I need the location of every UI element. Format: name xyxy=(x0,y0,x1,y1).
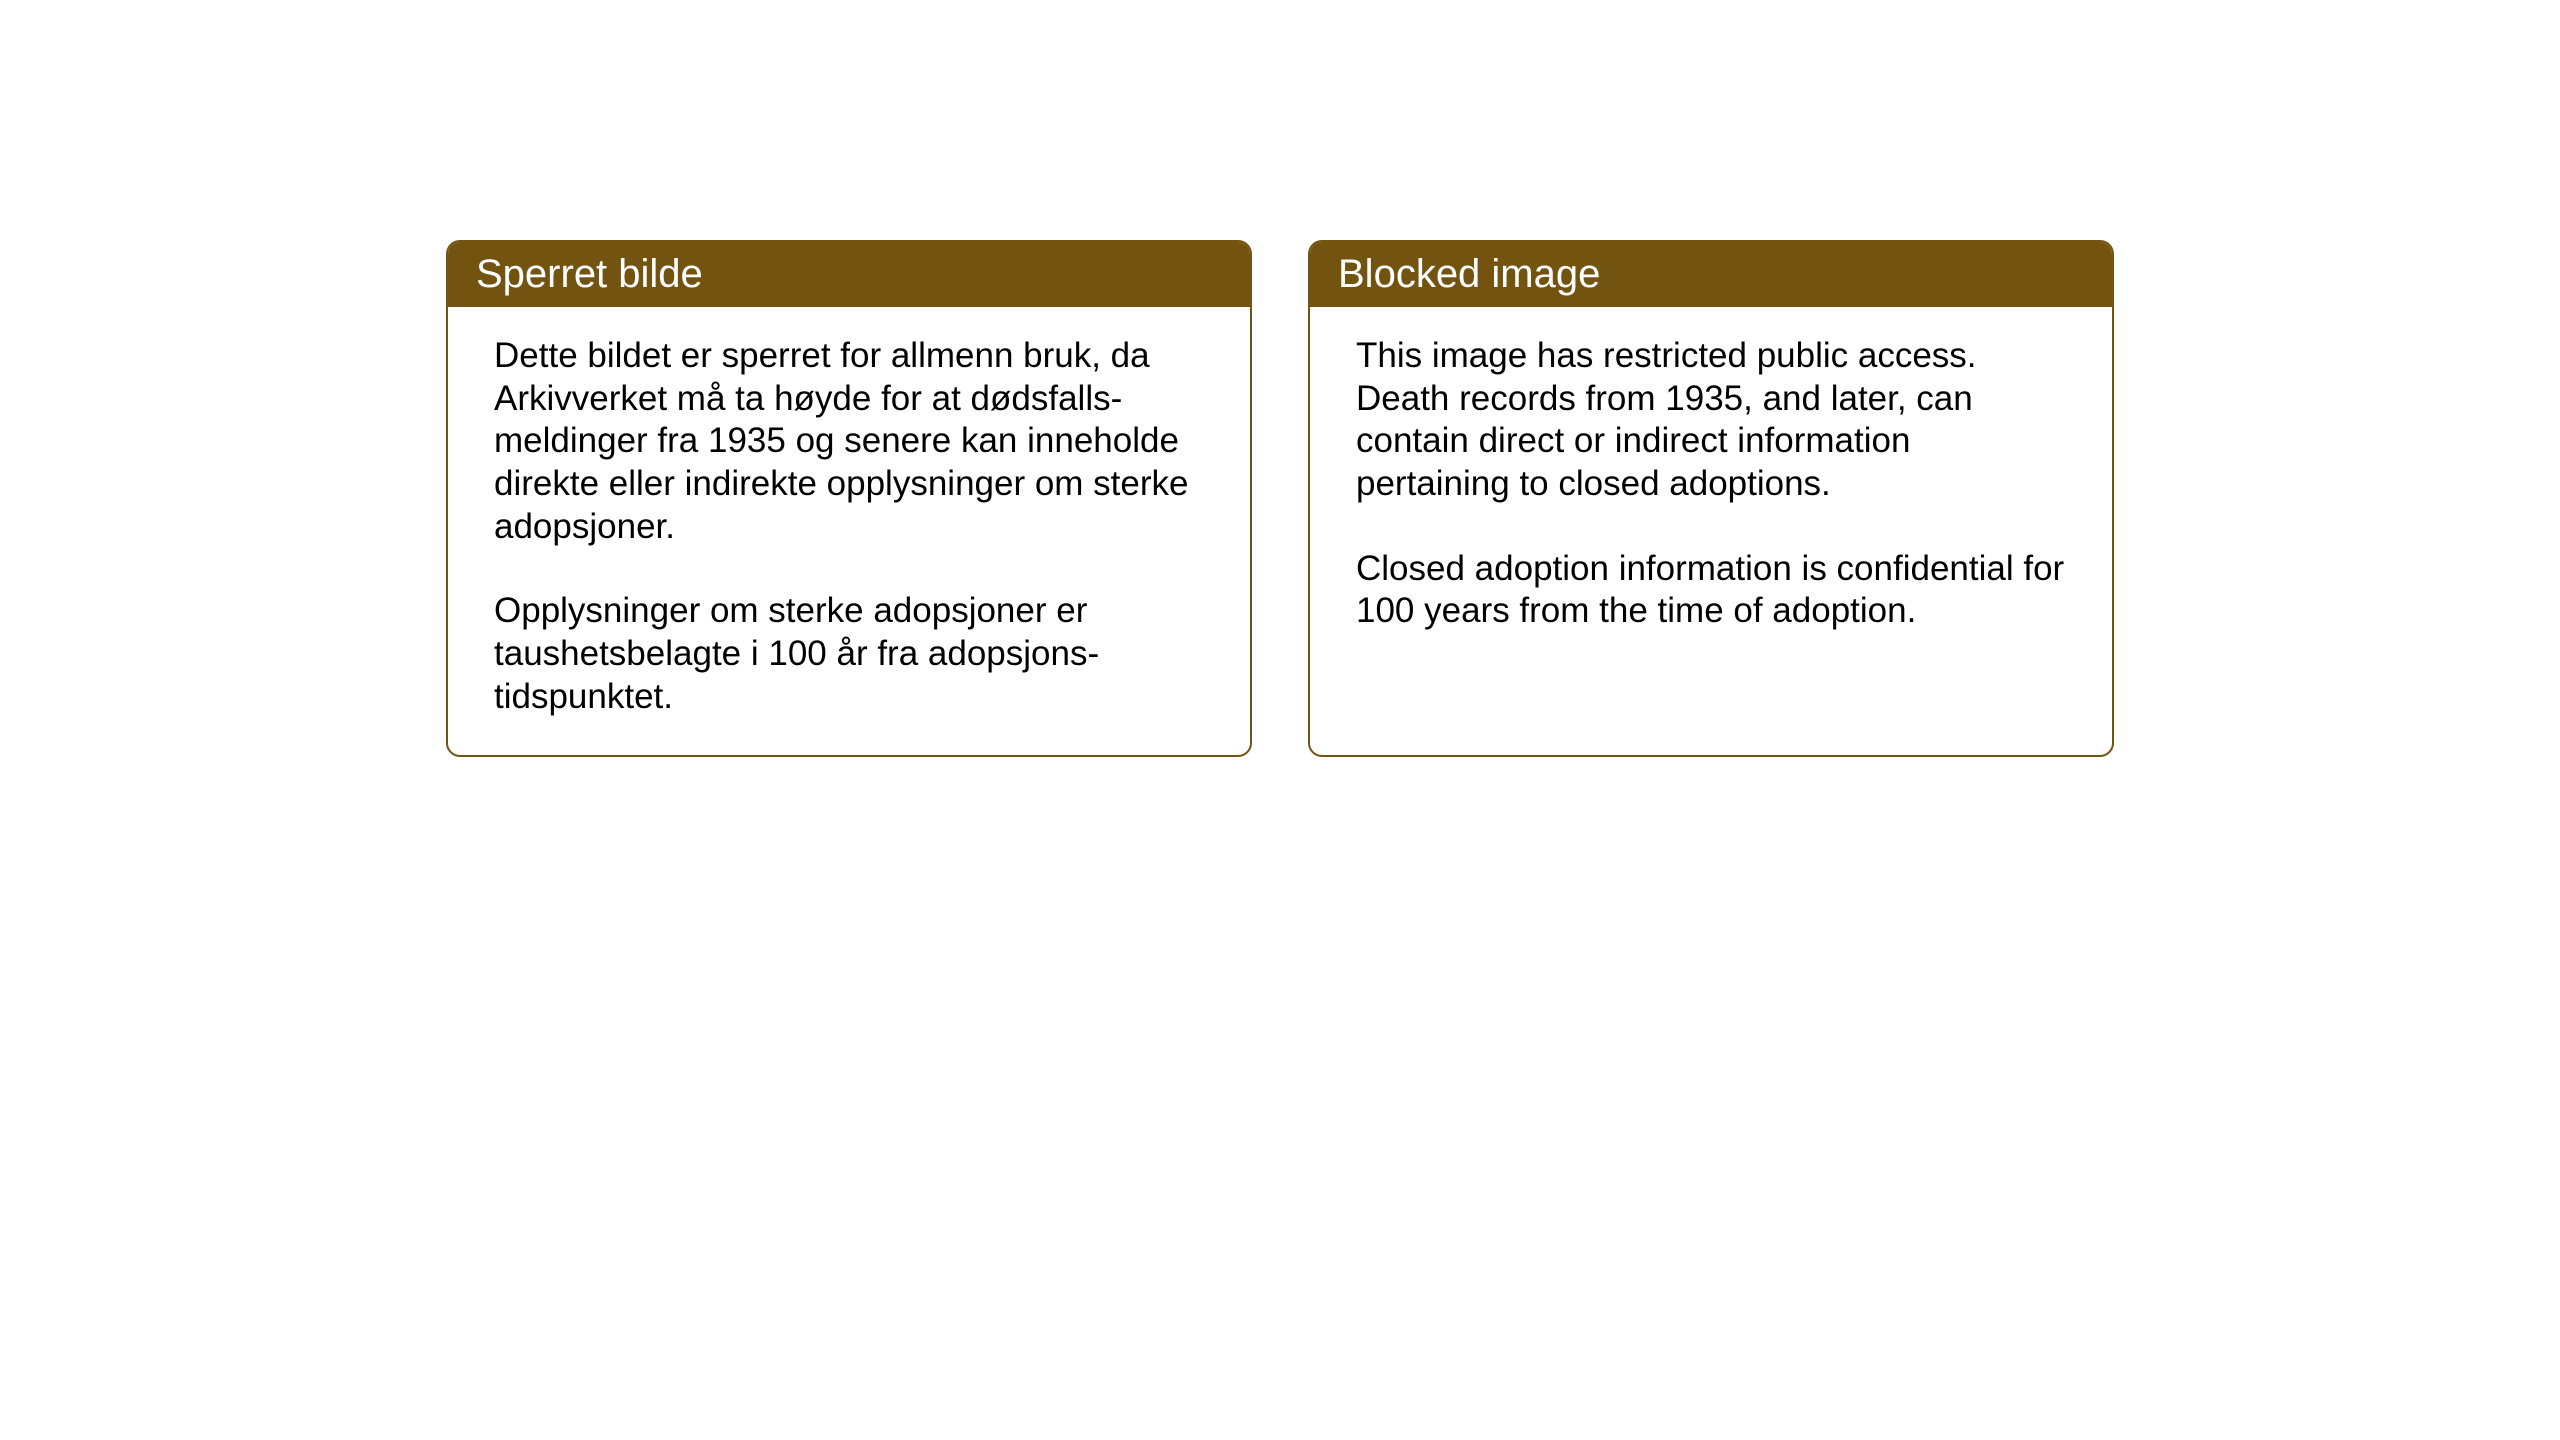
paragraph-1-english: This image has restricted public access.… xyxy=(1356,335,2066,506)
card-title-english: Blocked image xyxy=(1338,252,1600,296)
notice-card-english: Blocked image This image has restricted … xyxy=(1308,240,2114,757)
card-body-english: This image has restricted public access.… xyxy=(1310,307,2112,747)
card-header-english: Blocked image xyxy=(1310,242,2112,307)
paragraph-2-norwegian: Opplysninger om sterke adopsjoner er tau… xyxy=(494,590,1204,718)
paragraph-1-norwegian: Dette bildet er sperret for allmenn bruk… xyxy=(494,335,1204,548)
notice-card-norwegian: Sperret bilde Dette bildet er sperret fo… xyxy=(446,240,1252,757)
paragraph-2-english: Closed adoption information is confident… xyxy=(1356,548,2066,633)
card-header-norwegian: Sperret bilde xyxy=(448,242,1250,307)
card-body-norwegian: Dette bildet er sperret for allmenn bruk… xyxy=(448,307,1250,755)
card-title-norwegian: Sperret bilde xyxy=(476,252,703,296)
notice-container: Sperret bilde Dette bildet er sperret fo… xyxy=(446,240,2114,757)
